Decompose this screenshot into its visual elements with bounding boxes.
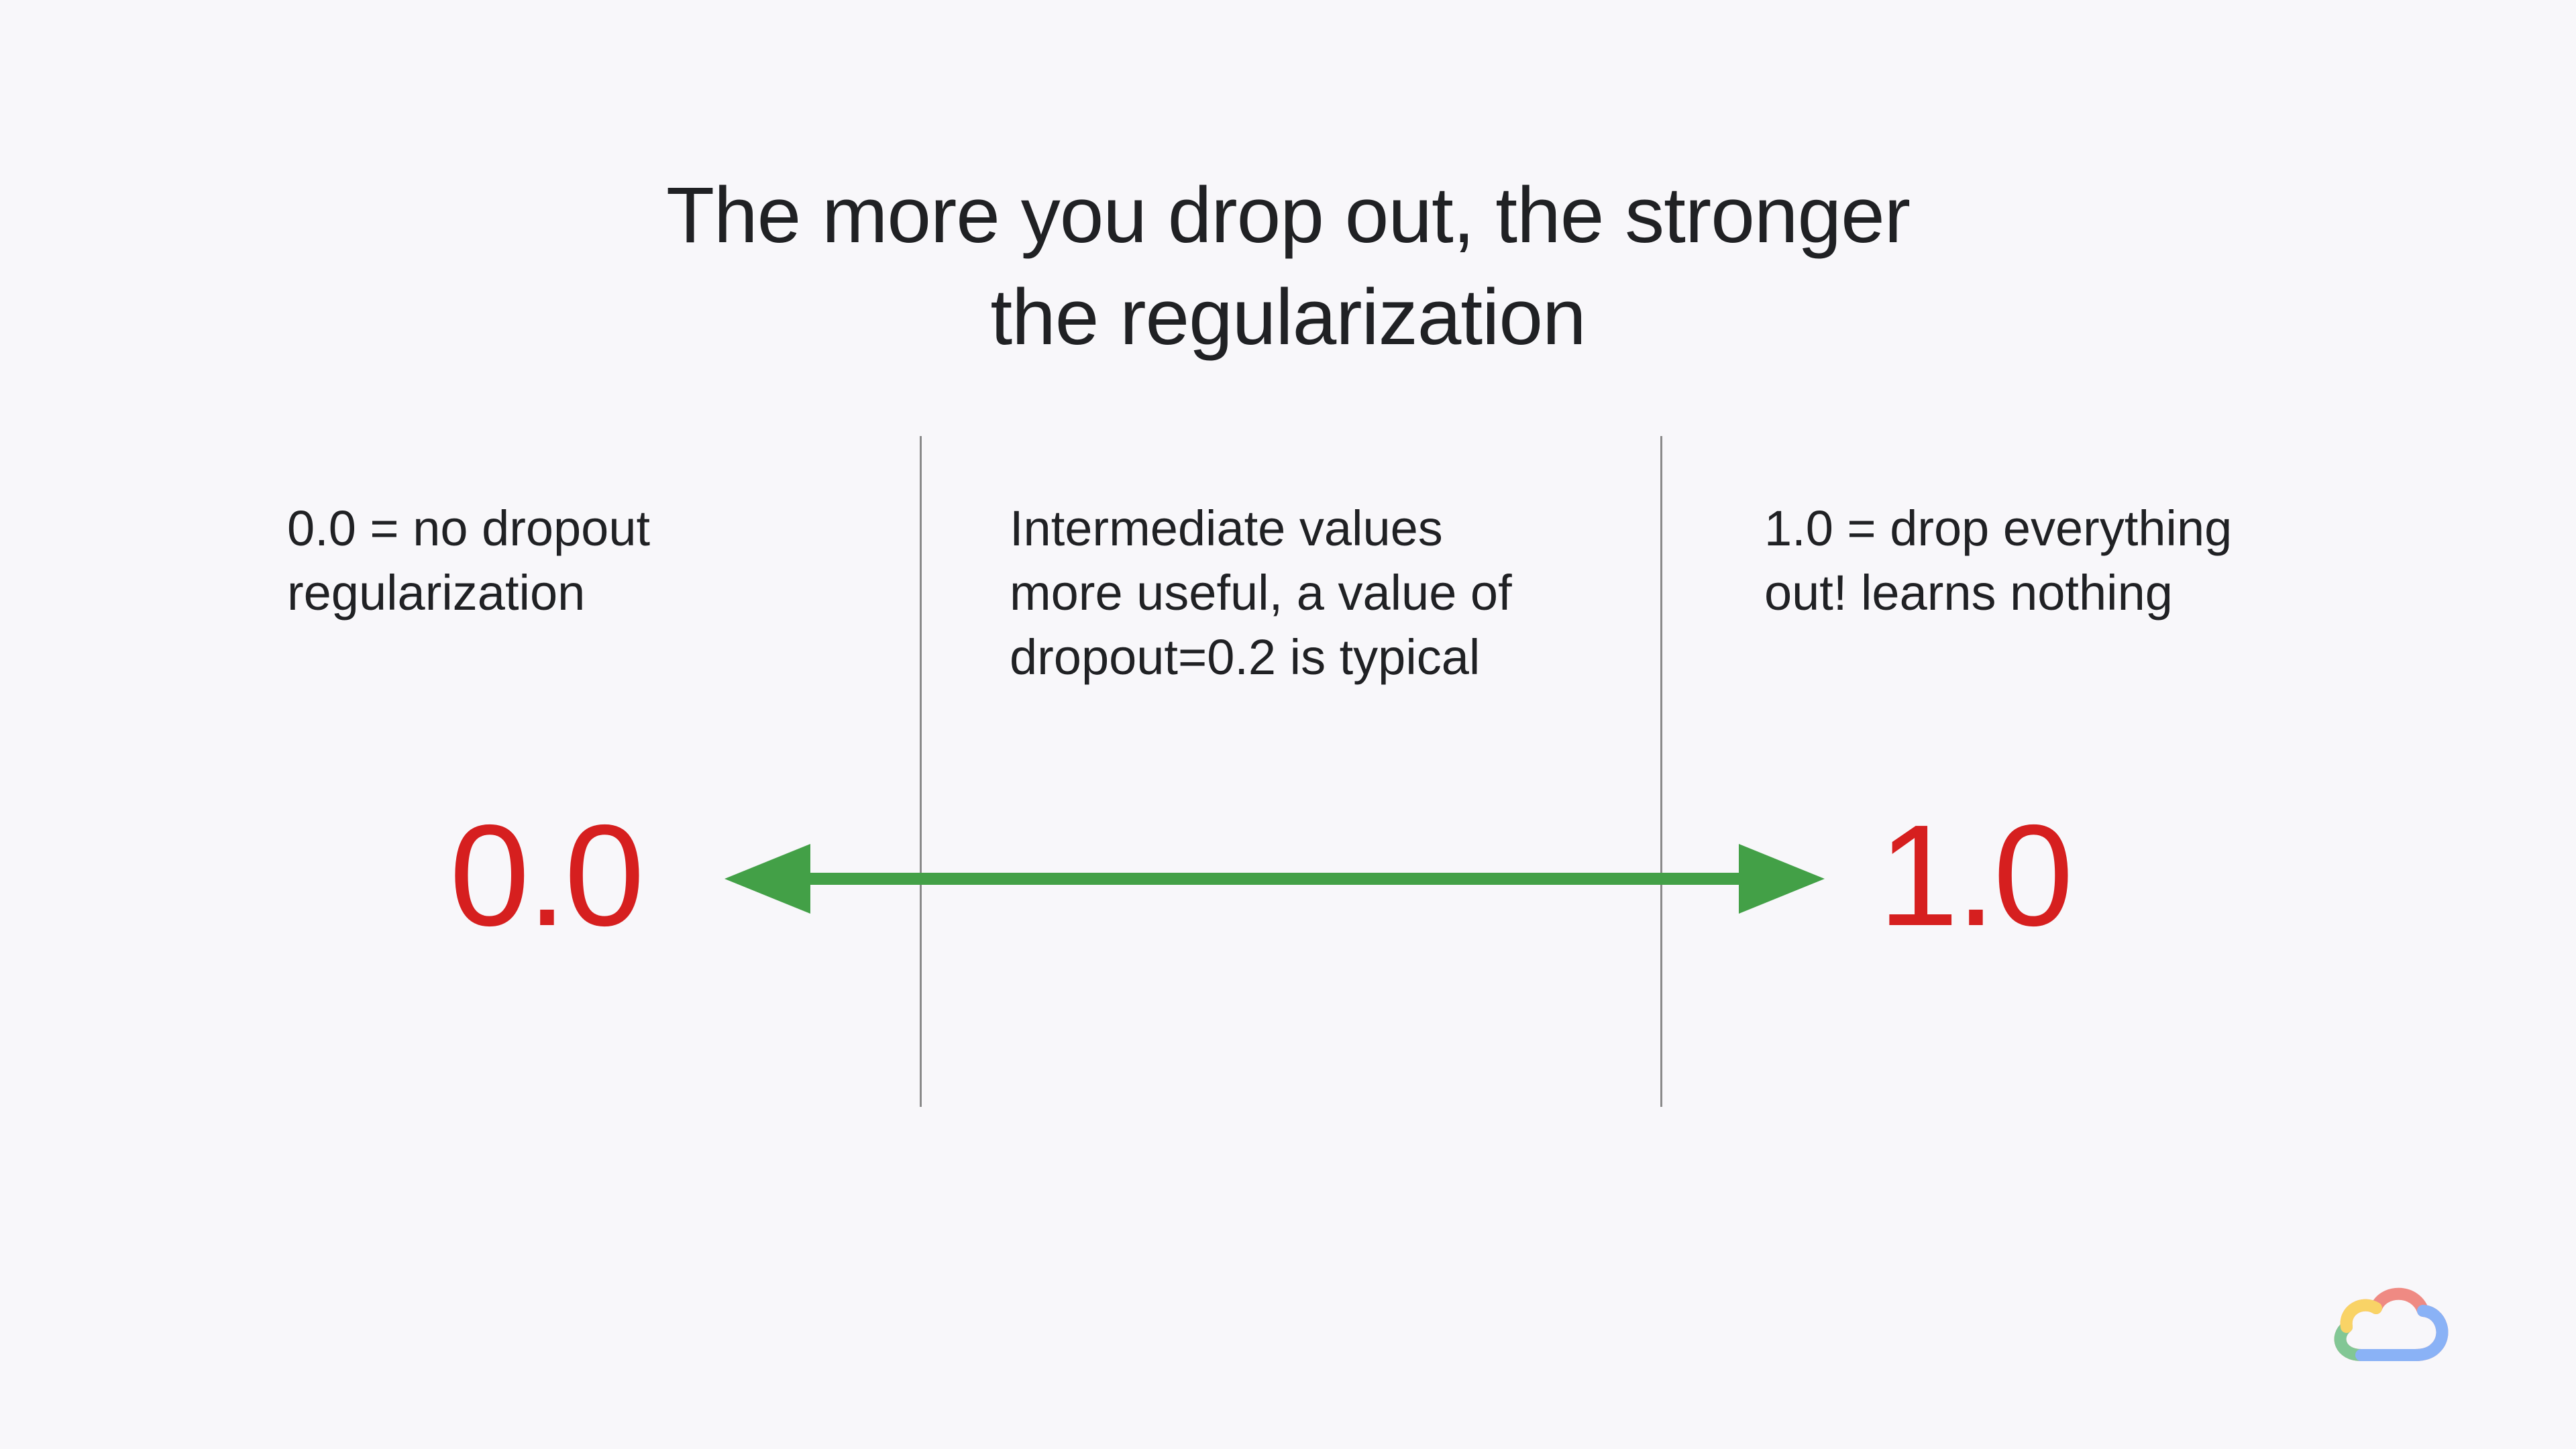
left-description: 0.0 = no dropout regularization (287, 496, 650, 625)
right-description-line-1: 1.0 = drop everything (1764, 500, 2233, 556)
max-value-label: 1.0 (1878, 794, 2074, 956)
arrow-head-right (1739, 844, 1825, 914)
left-description-line-2: regularization (287, 565, 586, 621)
title-line-2: the regularization (990, 273, 1586, 362)
title-line-1: The more you drop out, the stronger (665, 171, 1911, 260)
divider-left (920, 436, 922, 1107)
double-arrow-icon (724, 844, 1825, 914)
middle-description-line-2: more useful, a value of (1010, 565, 1512, 621)
arrow-head-left (724, 844, 810, 914)
min-value-label: 0.0 (449, 794, 645, 956)
middle-description: Intermediate values more useful, a value… (1010, 496, 1512, 690)
divider-right (1660, 436, 1662, 1107)
middle-description-line-3: dropout=0.2 is typical (1010, 629, 1481, 685)
google-cloud-logo-icon (2334, 1287, 2449, 1361)
slide-title: The more you drop out, the stronger the … (0, 164, 2576, 368)
middle-description-line-1: Intermediate values (1010, 500, 1443, 556)
right-description-line-2: out! learns nothing (1764, 565, 2173, 621)
right-description: 1.0 = drop everything out! learns nothin… (1764, 496, 2232, 625)
left-description-line-1: 0.0 = no dropout (287, 500, 651, 556)
